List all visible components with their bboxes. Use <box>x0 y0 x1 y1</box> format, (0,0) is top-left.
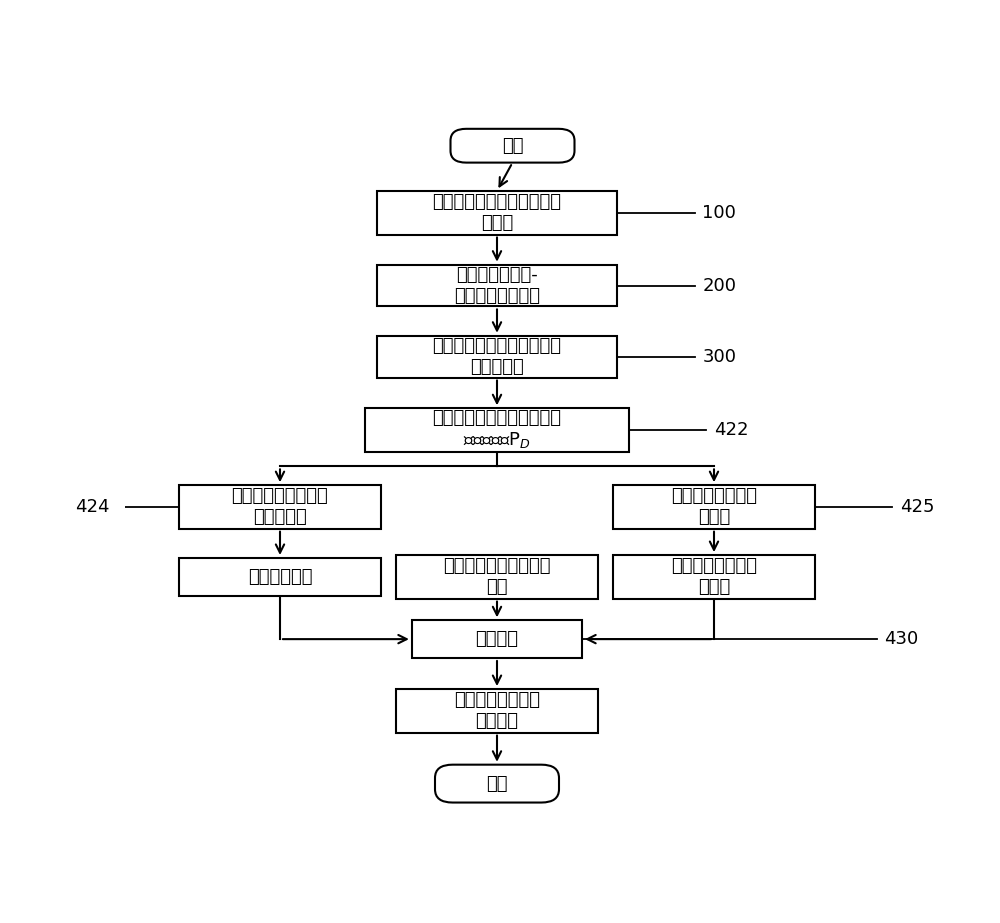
Text: 100: 100 <box>702 204 736 222</box>
Text: 生成线性约束: 生成线性约束 <box>248 568 312 586</box>
FancyBboxPatch shape <box>377 265 617 306</box>
FancyBboxPatch shape <box>365 408 629 452</box>
Text: 300: 300 <box>702 348 736 366</box>
Text: 电动汽车充电站-
储能系统调度策略: 电动汽车充电站- 储能系统调度策略 <box>454 266 540 305</box>
Text: 迭代法求解最小储
能容量: 迭代法求解最小储 能容量 <box>671 487 757 526</box>
Text: 430: 430 <box>885 630 919 648</box>
FancyBboxPatch shape <box>396 689 598 733</box>
FancyBboxPatch shape <box>450 129 574 162</box>
FancyBboxPatch shape <box>377 336 617 378</box>
FancyBboxPatch shape <box>179 557 381 595</box>
Text: 预置电动汽车充电站可调度
性置信水平P$_D$: 预置电动汽车充电站可调度 性置信水平P$_D$ <box>432 410 562 450</box>
Text: 424: 424 <box>75 497 110 516</box>
Text: 电动汽车充电站充电功率短
期预测: 电动汽车充电站充电功率短 期预测 <box>432 193 562 232</box>
Text: 曲线拟合生成非线
性约束: 曲线拟合生成非线 性约束 <box>671 557 757 596</box>
FancyBboxPatch shape <box>179 485 381 529</box>
Text: 非参数估计法求取最
小额定功率: 非参数估计法求取最 小额定功率 <box>232 487 328 526</box>
Text: 储能系统最佳容量
配置方案: 储能系统最佳容量 配置方案 <box>454 691 540 730</box>
Text: 425: 425 <box>900 497 934 516</box>
Text: 开始: 开始 <box>502 137 523 155</box>
Text: 储能系统投资成本目标
函数: 储能系统投资成本目标 函数 <box>443 557 551 596</box>
FancyBboxPatch shape <box>613 485 815 529</box>
FancyBboxPatch shape <box>377 191 617 234</box>
FancyBboxPatch shape <box>613 555 815 599</box>
FancyBboxPatch shape <box>412 620 582 658</box>
FancyBboxPatch shape <box>435 764 559 802</box>
Text: 422: 422 <box>714 421 748 439</box>
Text: 200: 200 <box>702 277 736 294</box>
Text: 定义电动汽车充电站充电功
率置信水平: 定义电动汽车充电站充电功 率置信水平 <box>432 337 562 376</box>
FancyBboxPatch shape <box>396 555 598 599</box>
Text: 遗传算法: 遗传算法 <box>476 630 518 648</box>
Text: 结束: 结束 <box>486 774 508 793</box>
